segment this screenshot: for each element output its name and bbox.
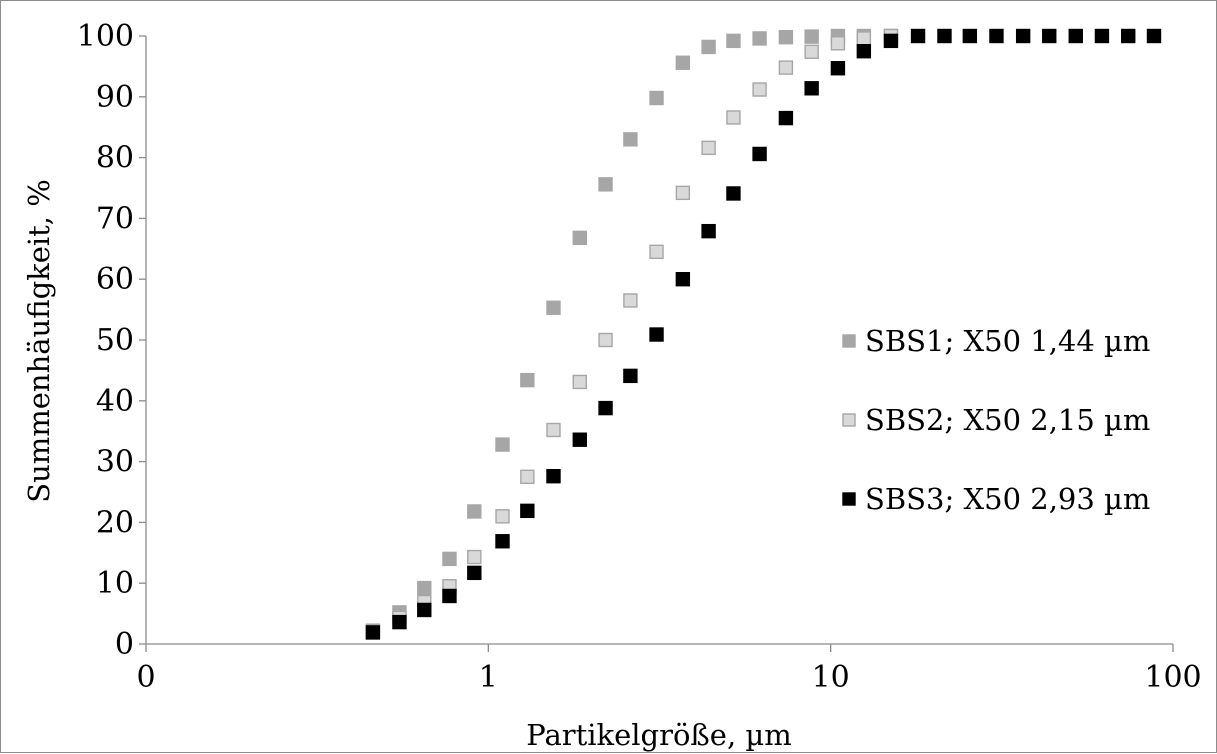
data-point — [778, 60, 794, 75]
series-1 — [365, 28, 899, 638]
data-point — [856, 31, 872, 46]
data-point — [701, 39, 716, 55]
data-point — [910, 28, 926, 44]
data-point — [778, 110, 794, 126]
y-tick-label: 60 — [96, 262, 134, 297]
data-point — [572, 374, 587, 390]
data-point — [495, 437, 510, 452]
data-point — [598, 332, 613, 348]
data-point — [962, 28, 978, 44]
data-point — [417, 580, 432, 596]
data-point — [520, 372, 535, 388]
data-point — [1146, 28, 1162, 44]
data-point — [495, 534, 510, 549]
data-point — [830, 36, 846, 51]
data-point — [752, 31, 767, 46]
data-point — [417, 602, 432, 618]
data-point — [546, 422, 561, 438]
data-point — [804, 44, 819, 60]
data-point — [495, 509, 510, 524]
series-3 — [365, 28, 1162, 640]
data-point — [804, 81, 819, 96]
data-point — [701, 223, 716, 239]
data-point — [392, 614, 407, 630]
data-point — [598, 177, 613, 192]
data-point — [675, 55, 691, 70]
data-point — [989, 28, 1004, 44]
data-point — [1121, 28, 1136, 44]
data-point — [1015, 28, 1031, 44]
y-axis-title: Summenhäufigkeit, % — [22, 179, 56, 503]
data-point — [546, 300, 561, 315]
data-point — [726, 186, 741, 201]
legend: SBS1; X50 1,44 µm SBS2; X50 2,15 µm SBS3; … — [842, 324, 1150, 516]
legend-marker — [842, 334, 856, 348]
data-point — [365, 625, 381, 640]
data-point — [546, 468, 561, 484]
y-tick-label: 100 — [77, 19, 134, 54]
data-point — [598, 400, 613, 416]
data-point — [649, 327, 664, 342]
data-point — [572, 230, 587, 246]
legend-label: SBS1; X50 1,44 µm — [865, 324, 1150, 358]
data-point — [883, 33, 899, 49]
y-tick-label: 70 — [96, 201, 134, 236]
x-axis-title: Partikelgröße, µm — [526, 718, 792, 752]
data-point — [467, 504, 482, 519]
x-tick-label: 100 — [1144, 660, 1201, 695]
data-point — [572, 432, 587, 447]
data-point — [442, 588, 457, 604]
data-point — [675, 185, 691, 201]
y-tick-label: 0 — [115, 627, 134, 662]
data-point — [675, 272, 691, 287]
y-tick-label: 50 — [96, 323, 134, 358]
axis-ticks: 0 10 20 30 40 50 60 70 80 90 100 0 1 10 100 — [77, 19, 1202, 695]
data-point — [1068, 28, 1083, 44]
data-point — [752, 146, 767, 162]
data-point — [623, 132, 638, 147]
y-tick-label: 90 — [96, 80, 134, 115]
data-point — [623, 368, 638, 384]
series-2 — [365, 28, 899, 640]
y-tick-label: 30 — [96, 445, 134, 480]
data-point — [649, 90, 664, 106]
legend-label: SBS3; X50 2,93 µm — [865, 482, 1150, 516]
data-point — [752, 82, 767, 97]
data-point — [937, 28, 952, 44]
legend-label: SBS2; X50 2,15 µm — [865, 403, 1150, 437]
x-tick-label: 10 — [812, 660, 850, 695]
data-point — [520, 503, 535, 519]
data-point — [726, 110, 741, 125]
data-point — [856, 44, 872, 59]
data-point — [778, 30, 794, 45]
data-point — [804, 29, 819, 44]
data-point — [726, 33, 741, 49]
x-tick-label: 0 — [136, 660, 155, 695]
data-point — [701, 140, 716, 156]
data-point — [467, 549, 482, 565]
y-tick-label: 10 — [96, 566, 134, 601]
data-point — [520, 469, 535, 484]
y-tick-label: 80 — [96, 141, 134, 176]
data-point — [1042, 28, 1057, 44]
data-markers — [365, 28, 1162, 640]
y-tick-label: 40 — [96, 384, 134, 419]
legend-marker — [842, 413, 856, 427]
data-point — [830, 61, 846, 76]
legend-marker — [842, 492, 856, 506]
x-tick-label: 1 — [479, 660, 498, 695]
data-point — [649, 244, 664, 260]
data-point — [623, 293, 638, 308]
data-point — [442, 551, 457, 567]
data-point — [467, 565, 482, 581]
data-point — [1094, 28, 1110, 44]
y-tick-label: 20 — [96, 505, 134, 540]
